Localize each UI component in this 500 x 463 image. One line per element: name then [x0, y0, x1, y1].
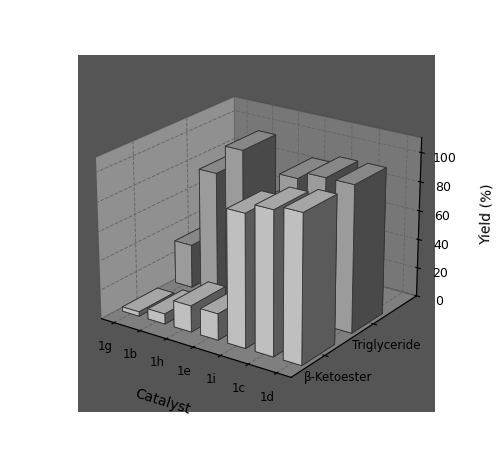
- X-axis label: Catalyst: Catalyst: [133, 386, 192, 416]
